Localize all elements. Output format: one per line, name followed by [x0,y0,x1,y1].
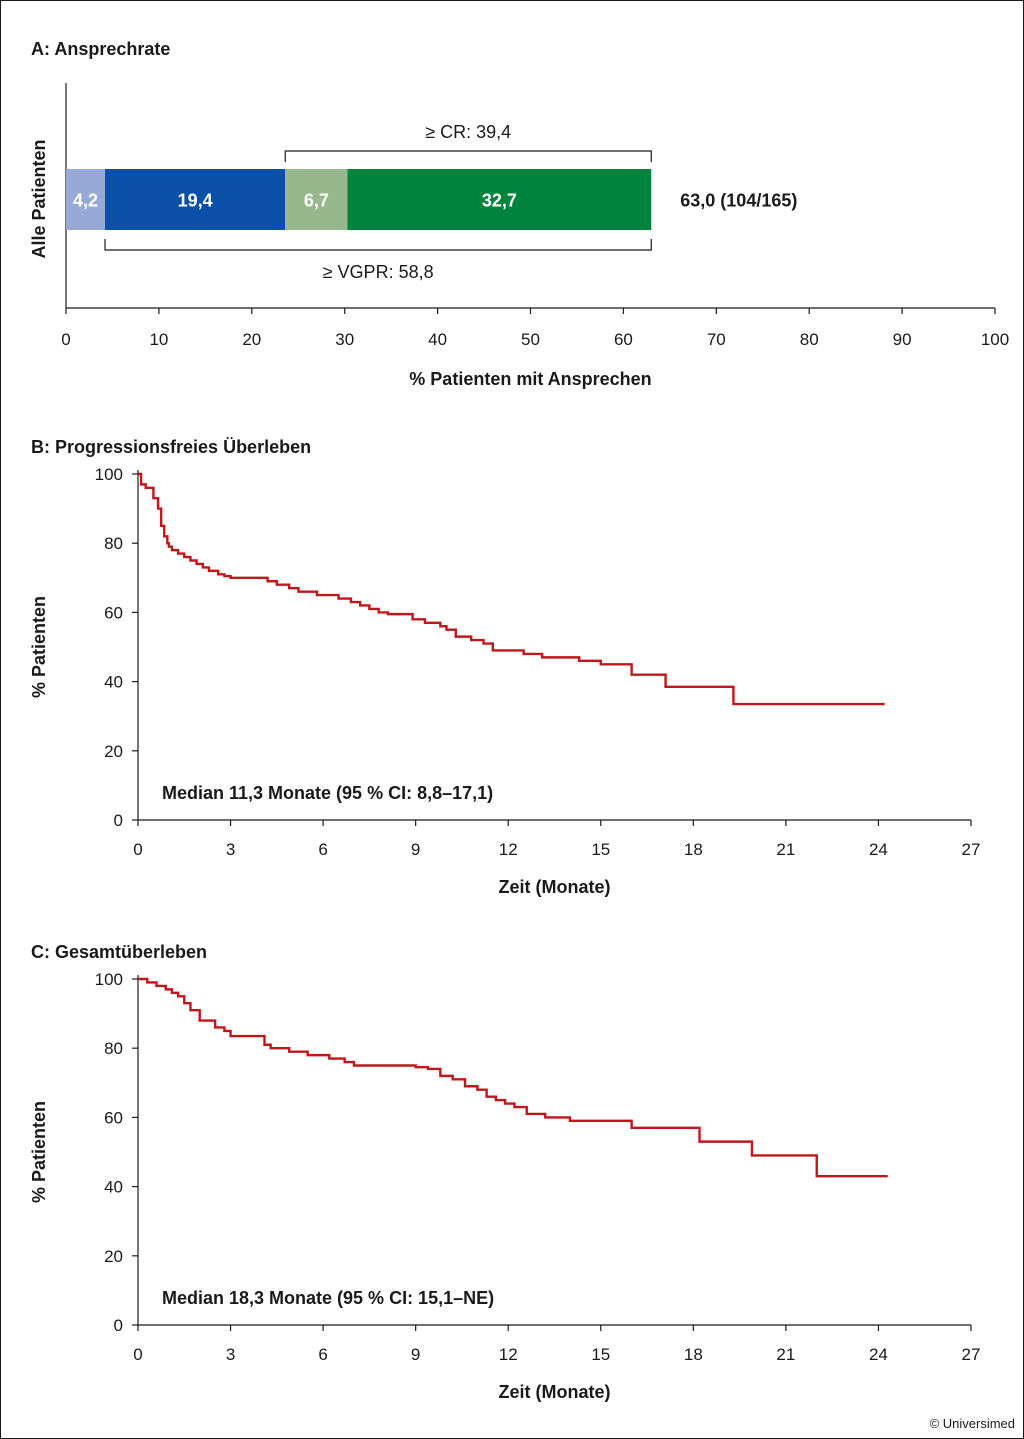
bar-segment [66,169,106,230]
panel-c-title: C: Gesamtüberleben [31,942,207,962]
panel-c-overall-survival: C: Gesamtüberleben 0 20 40 60 80 100 0 3 6 9 12 15 18… [29,942,980,1402]
panel-b-x-tick-label: 21 [776,840,795,859]
panel-c-x-tick-label: 21 [776,1345,795,1364]
bracket-label: ≥ CR: 39,4 [425,122,511,142]
panel-c-survival-curve [138,977,888,1178]
panel-b-x-axis-title: Zeit (Monate) [499,877,611,897]
copyright-notice: © Universimed [930,1416,1015,1431]
bar-segment-label: 6,7 [304,191,329,211]
panel-b-y-tick-label: 100 [95,465,123,484]
panel-a-category-label: Alle Patienten [29,139,49,258]
bar-segment [285,169,348,230]
bracket-label: ≥ VGPR: 58,8 [323,262,434,282]
panel-c-y-tick-label: 100 [95,970,123,989]
panel-b-y-tick-label: 60 [104,603,123,622]
bracket-line [104,239,652,251]
panel-c-x-tick-label: 18 [684,1345,703,1364]
panel-c-y-tick-label: 80 [104,1039,123,1058]
bar-segment [347,169,652,230]
panel-a-x-axis-title: % Patienten mit Ansprechen [409,369,651,389]
panel-b-x-tick-label: 15 [591,840,610,859]
panel-a-response-rate: A: Ansprechrate Alle Patienten 0 10 20 30 40 50… [29,39,1009,389]
panel-c-y-tick-label: 20 [104,1247,123,1266]
panel-a-x-tick-label: 10 [149,330,168,349]
panel-c-y-tick-label: 0 [114,1316,123,1335]
panel-c-x-tick-label: 6 [318,1345,327,1364]
panel-a-x-tick-label: 50 [521,330,540,349]
panel-b-y-tick-label: 80 [104,534,123,553]
panel-c-y-axis-title: % Patienten [29,1101,49,1203]
panel-b-progression-free-survival: B: Progressionsfreies Überleben020406080… [29,437,980,897]
panel-b-x-tick-label: 18 [684,840,703,859]
panel-a-x-tick-label: 40 [428,330,447,349]
panel-c-x-tick-label: 3 [226,1345,235,1364]
panel-b-median-annotation: Median 11,3 Monate (95 % CI: 8,8–17,1) [162,783,493,803]
bar-segment-label: 4,2 [73,191,98,211]
panel-b-y-tick-label: 40 [104,673,123,692]
panel-a-x-tick-label: 60 [614,330,633,349]
panel-c-y-tick-label: 40 [104,1178,123,1197]
panel-c-x-tick-label: 12 [499,1345,518,1364]
panel-b-x-tick-label: 12 [499,840,518,859]
panel-c-x-tick-label: 15 [591,1345,610,1364]
panel-b-survival-curve [138,472,885,706]
panel-c-x-tick-label: 0 [133,1345,142,1364]
panel-c-median-annotation: Median 18,3 Monate (95 % CI: 15,1–NE) [162,1288,494,1308]
panel-a-x-tick-label: 70 [707,330,726,349]
panel-a-title: A: Ansprechrate [31,39,170,59]
panel-c-x-tick-label: 27 [962,1345,981,1364]
panel-b-x-tick-label: 3 [226,840,235,859]
panel-a-x-tick-label: 90 [893,330,912,349]
panel-c-x-tick-label: 24 [869,1345,888,1364]
panel-c-y-tick-label: 60 [104,1108,123,1127]
panel-b-x-tick-label: 6 [318,840,327,859]
panel-b-x-tick-label: 0 [133,840,142,859]
bar-total-label: 63,0 (104/165) [680,191,797,211]
bar-segment-label: 32,7 [482,191,517,211]
bar-segment-label: 19,4 [178,191,213,211]
bar-segment [105,169,286,230]
panel-b-x-tick-label: 27 [962,840,981,859]
panel-c-x-tick-label: 9 [411,1345,420,1364]
panel-b-y-axis-title: % Patienten [29,596,49,698]
panel-c-x-axis-title: Zeit (Monate) [499,1382,611,1402]
panel-a-x-tick-label: 100 [981,330,1009,349]
panel-b-x-tick-label: 9 [411,840,420,859]
panel-a-x-tick-label: 80 [800,330,819,349]
panel-b-y-tick-label: 0 [114,811,123,830]
bracket-line [284,150,652,162]
panel-a-x-tick-label: 30 [335,330,354,349]
panel-a-x-tick-label: 20 [242,330,261,349]
panel-b-title: B: Progressionsfreies Überleben [31,437,311,457]
panel-b-y-tick-label: 20 [104,742,123,761]
panel-b-x-tick-label: 24 [869,840,888,859]
panel-a-x-tick-label: 0 [61,330,70,349]
